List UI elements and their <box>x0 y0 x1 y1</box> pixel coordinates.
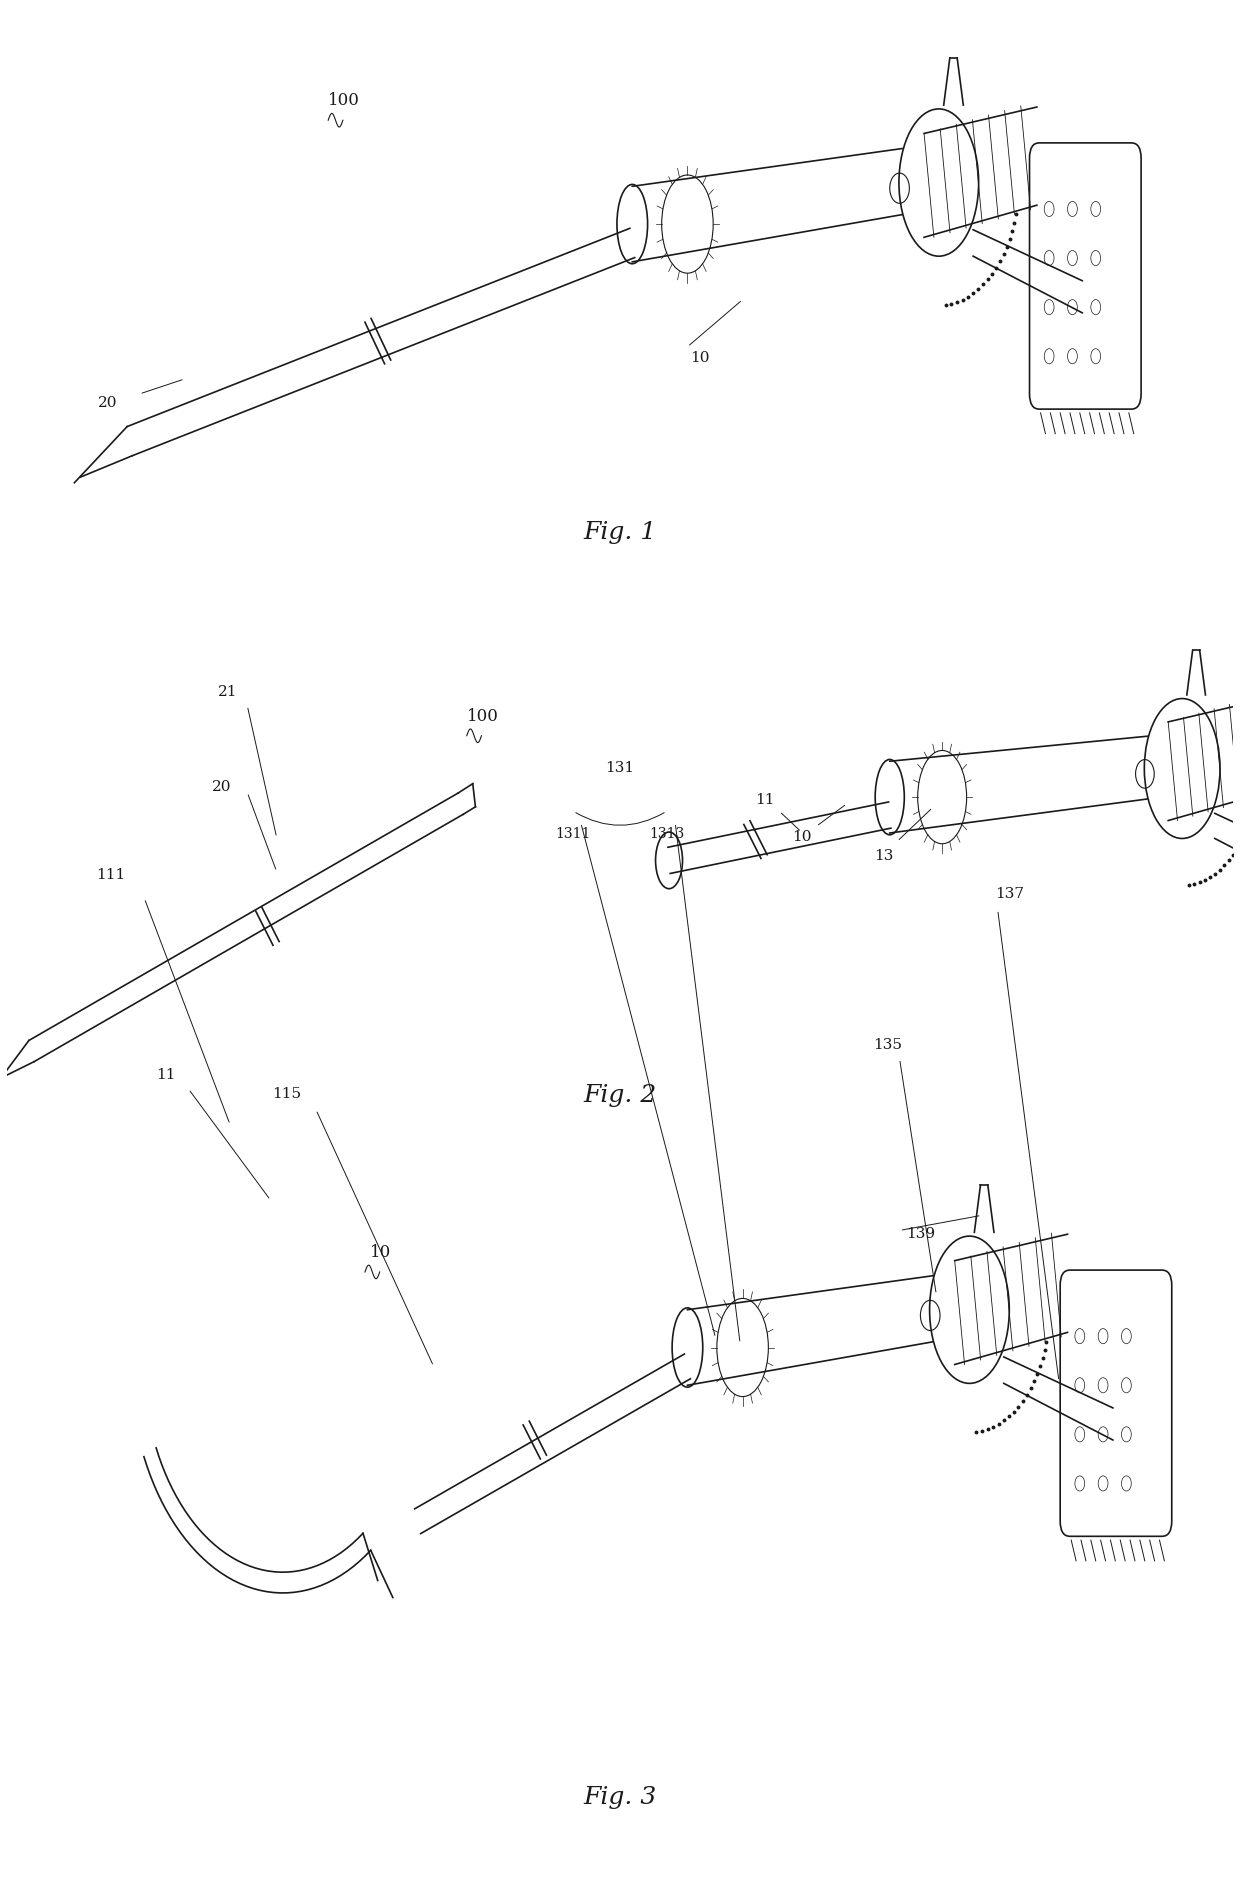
Text: 100: 100 <box>329 91 360 108</box>
Text: 1313: 1313 <box>649 827 684 841</box>
Text: 10: 10 <box>791 831 811 844</box>
Text: 131: 131 <box>605 761 635 774</box>
Text: 11: 11 <box>755 793 775 806</box>
Text: Fig. 1: Fig. 1 <box>583 521 657 544</box>
Text: 13: 13 <box>874 850 893 864</box>
Text: 21: 21 <box>218 685 237 700</box>
Text: 137: 137 <box>996 886 1024 902</box>
Text: 115: 115 <box>272 1088 301 1101</box>
Text: 100: 100 <box>466 708 498 725</box>
Text: 1311: 1311 <box>556 827 591 841</box>
Text: 10: 10 <box>689 350 709 365</box>
Text: 20: 20 <box>98 396 118 411</box>
Text: 139: 139 <box>906 1227 935 1240</box>
Text: 11: 11 <box>156 1069 176 1082</box>
Text: 20: 20 <box>212 780 232 793</box>
Text: 135: 135 <box>873 1038 901 1052</box>
Text: 111: 111 <box>97 867 125 883</box>
Text: 10: 10 <box>371 1244 392 1261</box>
Text: Fig. 3: Fig. 3 <box>583 1786 657 1809</box>
Text: Fig. 2: Fig. 2 <box>583 1084 657 1107</box>
